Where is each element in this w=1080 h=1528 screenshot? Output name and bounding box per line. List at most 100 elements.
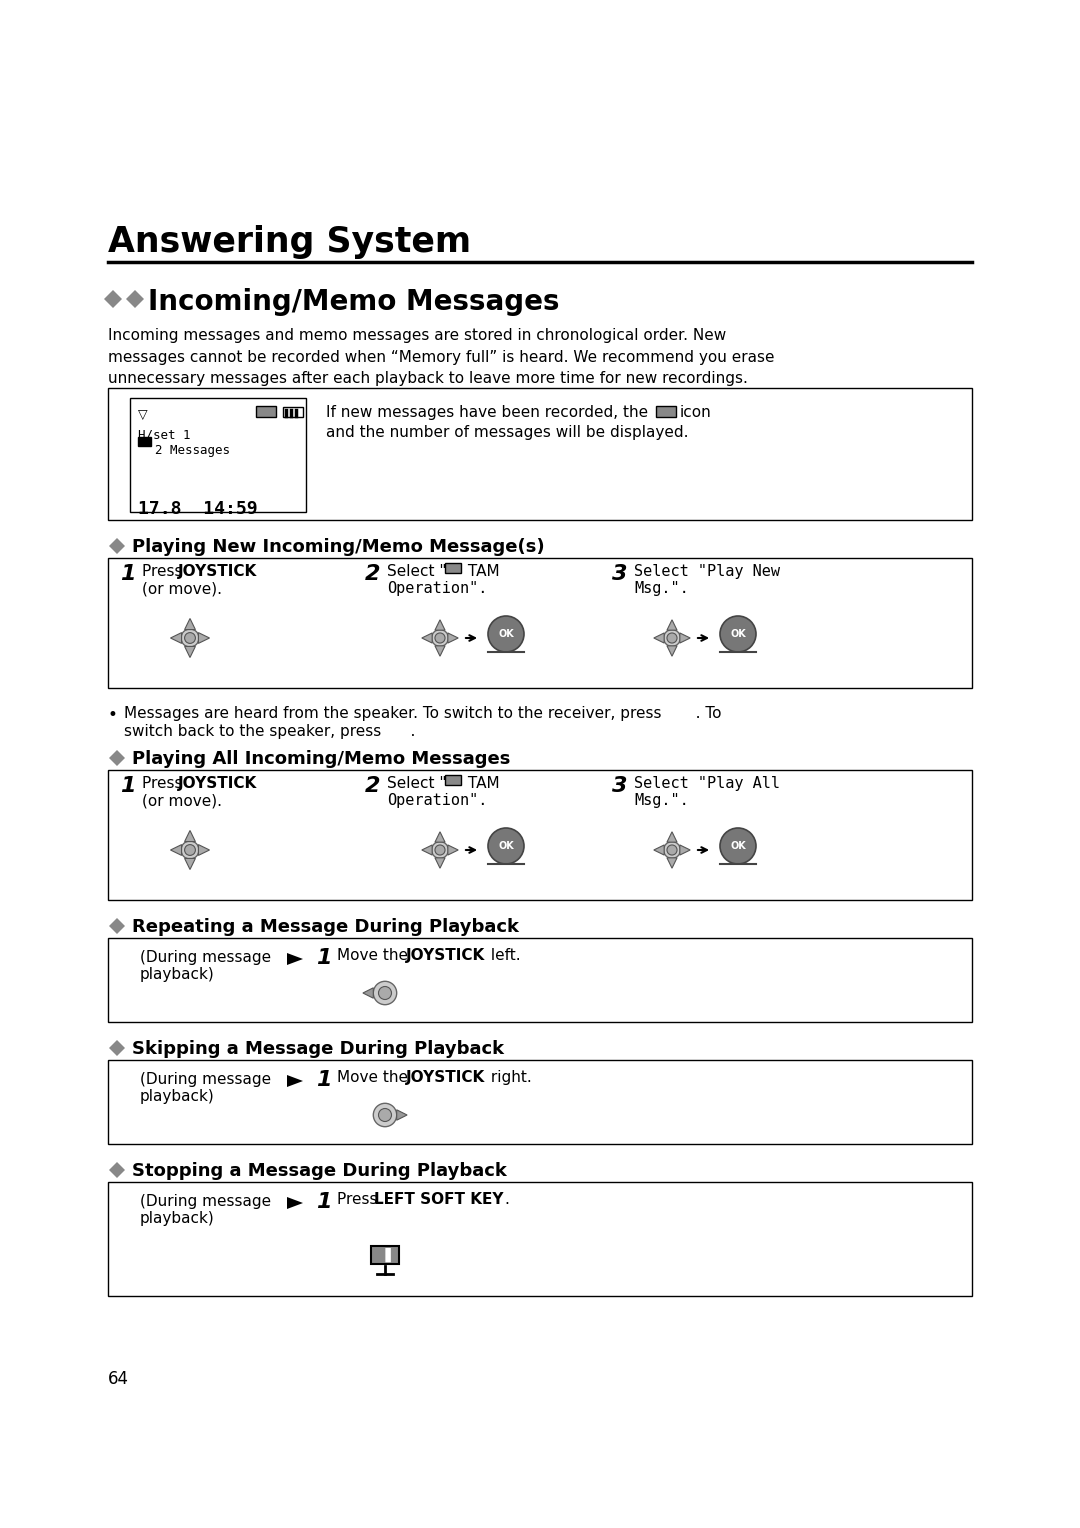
Polygon shape [422,633,432,643]
FancyBboxPatch shape [108,388,972,520]
Circle shape [720,828,756,863]
FancyBboxPatch shape [130,397,306,512]
Text: 64: 64 [108,1371,129,1387]
Text: Press: Press [337,1192,382,1207]
Text: (or move).: (or move). [141,793,222,808]
Text: Operation".: Operation". [387,581,487,596]
Polygon shape [199,845,210,856]
Circle shape [181,630,199,646]
Circle shape [667,633,677,643]
Text: Repeating a Message During Playback: Repeating a Message During Playback [132,918,519,937]
Text: 1: 1 [316,1192,332,1212]
Text: 2: 2 [365,564,380,584]
Text: OK: OK [498,630,514,639]
Text: 3: 3 [612,776,627,796]
FancyBboxPatch shape [138,437,151,446]
Text: Incoming messages and memo messages are stored in chronological order. New
messa: Incoming messages and memo messages are … [108,329,774,387]
FancyBboxPatch shape [445,775,461,785]
Polygon shape [185,619,195,630]
Circle shape [663,630,680,646]
Text: (or move).: (or move). [141,581,222,596]
Text: Stopping a Message During Playback: Stopping a Message During Playback [132,1161,507,1180]
Text: 1: 1 [316,947,332,969]
Text: .: . [504,1192,509,1207]
FancyBboxPatch shape [108,938,972,1022]
Text: Press: Press [141,776,187,792]
Text: Move the: Move the [337,1070,413,1085]
Text: Msg.".: Msg.". [634,581,689,596]
Circle shape [667,845,677,856]
FancyBboxPatch shape [108,770,972,900]
Text: ▽: ▽ [138,408,148,422]
Text: and the number of messages will be displayed.: and the number of messages will be displ… [326,425,689,440]
Polygon shape [109,538,125,555]
Text: 1: 1 [120,776,135,796]
Text: Playing New Incoming/Memo Message(s): Playing New Incoming/Memo Message(s) [132,538,544,556]
Text: If new messages have been recorded, the: If new messages have been recorded, the [326,405,648,420]
Polygon shape [448,633,458,643]
Polygon shape [104,290,122,309]
Circle shape [432,842,448,859]
Polygon shape [435,831,445,842]
Circle shape [185,845,195,856]
Circle shape [488,828,524,863]
Polygon shape [126,290,144,309]
FancyBboxPatch shape [108,1060,972,1144]
Text: Move the: Move the [337,947,413,963]
Circle shape [435,845,445,856]
Text: Select ": Select " [387,564,446,579]
Circle shape [181,840,199,859]
Text: Msg.".: Msg.". [634,793,689,808]
Polygon shape [679,633,690,643]
Text: Operation".: Operation". [387,793,487,808]
Text: playback): playback) [140,1212,215,1225]
Text: (During message: (During message [140,1073,271,1086]
Text: Messages are heard from the speaker. To switch to the receiver, press       . To: Messages are heard from the speaker. To … [124,706,721,721]
Text: (During message: (During message [140,950,271,966]
Polygon shape [109,750,125,766]
Polygon shape [667,620,677,630]
Polygon shape [171,633,181,643]
Text: H/set 1: H/set 1 [138,428,190,442]
Circle shape [374,1103,396,1126]
Text: JOYSTICK: JOYSTICK [406,1070,485,1085]
Circle shape [378,1108,391,1122]
Polygon shape [363,987,374,998]
Text: Skipping a Message During Playback: Skipping a Message During Playback [132,1041,504,1057]
Text: icon: icon [680,405,712,420]
Polygon shape [185,646,195,657]
FancyBboxPatch shape [283,406,303,417]
Polygon shape [679,845,690,856]
Circle shape [185,633,195,643]
FancyBboxPatch shape [656,405,676,417]
Text: 1: 1 [120,564,135,584]
Text: OK: OK [498,840,514,851]
Polygon shape [667,857,677,868]
Text: Playing All Incoming/Memo Messages: Playing All Incoming/Memo Messages [132,750,511,769]
Text: TAM: TAM [463,564,500,579]
Polygon shape [109,1041,125,1056]
Text: Incoming/Memo Messages: Incoming/Memo Messages [148,287,559,316]
Text: TAM: TAM [463,776,500,792]
FancyBboxPatch shape [256,405,276,417]
Text: (During message: (During message [140,1193,271,1209]
Circle shape [378,987,391,999]
Text: Select "Play All: Select "Play All [634,776,780,792]
Polygon shape [185,831,195,842]
Polygon shape [171,845,181,856]
Text: left.: left. [486,947,521,963]
Text: switch back to the speaker, press      .: switch back to the speaker, press . [124,724,416,740]
Text: Select ": Select " [387,776,446,792]
Polygon shape [667,646,677,656]
Text: playback): playback) [140,1089,215,1105]
Circle shape [663,842,680,859]
Text: right.: right. [486,1070,531,1085]
Polygon shape [109,918,125,934]
Circle shape [488,616,524,652]
FancyBboxPatch shape [108,558,972,688]
Text: •: • [108,706,118,724]
Polygon shape [109,1161,125,1178]
Text: 17.8  14:59: 17.8 14:59 [138,500,258,518]
Polygon shape [667,831,677,842]
FancyBboxPatch shape [108,1183,972,1296]
